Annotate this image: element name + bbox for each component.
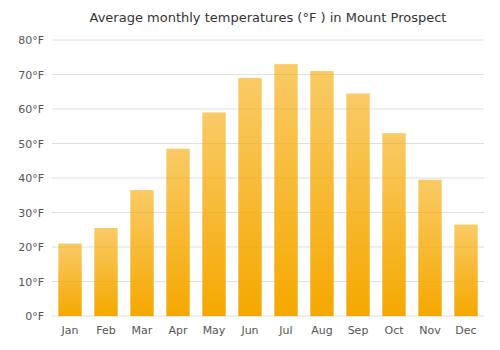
y-tick-label: 50°F (18, 138, 44, 151)
bars (58, 64, 477, 316)
x-tick-label: Oct (384, 324, 404, 337)
x-tick-label: Apr (168, 324, 188, 337)
chart-svg: Average monthly temperatures (°F ) in Mo… (0, 0, 500, 350)
grid-line (52, 40, 484, 41)
y-tick-label: 30°F (18, 207, 44, 220)
bar (166, 149, 189, 316)
x-tick-label: Jan (61, 324, 79, 337)
x-tick-label: Jul (278, 324, 292, 337)
grid-line (52, 143, 484, 144)
x-tick-label: Jun (240, 324, 258, 337)
x-tick-label: Mar (132, 324, 153, 337)
bar (238, 78, 261, 316)
bar (130, 190, 153, 316)
y-tick-label: 0°F (25, 310, 44, 323)
x-tick-label: Feb (96, 324, 115, 337)
y-tick-label: 40°F (18, 172, 44, 185)
x-tick-label: Nov (419, 324, 441, 337)
grid-line (52, 109, 484, 110)
bar (310, 71, 333, 316)
x-tick-label: Dec (455, 324, 476, 337)
bar (94, 228, 117, 316)
bar (202, 112, 225, 316)
bar (382, 133, 405, 316)
y-tick-label: 70°F (18, 69, 44, 82)
y-tick-label: 20°F (18, 241, 44, 254)
bar (418, 180, 441, 316)
y-tick-label: 10°F (18, 276, 44, 289)
x-tick-label: Sep (348, 324, 369, 337)
y-tick-label: 80°F (18, 34, 44, 47)
chart-container: Average monthly temperatures (°F ) in Mo… (0, 0, 500, 350)
bar (58, 244, 81, 316)
x-tick-label: Aug (311, 324, 332, 337)
y-tick-label: 60°F (18, 103, 44, 116)
grid-line (52, 74, 484, 75)
bar (454, 225, 477, 316)
bar (346, 93, 369, 316)
grid-line (52, 178, 484, 179)
grid (52, 40, 484, 316)
chart-title: Average monthly temperatures (°F ) in Mo… (90, 10, 447, 25)
x-tick-label: May (203, 324, 226, 337)
bar (274, 64, 297, 316)
